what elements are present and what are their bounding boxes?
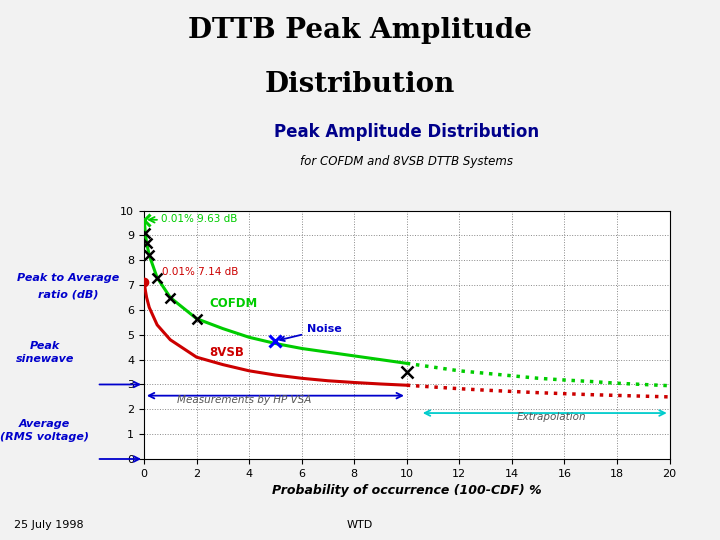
Text: DTTB Peak Amplitude: DTTB Peak Amplitude (188, 17, 532, 44)
Text: Peak: Peak (30, 341, 60, 350)
Text: 0.01% 7.14 dB: 0.01% 7.14 dB (163, 267, 239, 277)
Text: Peak Amplitude Distribution: Peak Amplitude Distribution (274, 123, 539, 141)
Text: Extrapolation: Extrapolation (516, 413, 586, 422)
Text: 25 July 1998: 25 July 1998 (14, 520, 84, 530)
Text: COFDM: COFDM (210, 298, 258, 310)
Text: WTD: WTD (347, 520, 373, 530)
Text: sinewave: sinewave (15, 354, 74, 364)
Text: for COFDM and 8VSB DTTB Systems: for COFDM and 8VSB DTTB Systems (300, 156, 513, 168)
Text: Distribution: Distribution (265, 71, 455, 98)
Text: 8VSB: 8VSB (210, 346, 245, 359)
Text: ratio (dB): ratio (dB) (38, 289, 99, 299)
Text: Measurements by HP VSA: Measurements by HP VSA (176, 395, 311, 405)
Text: Peak to Average: Peak to Average (17, 273, 120, 283)
Text: Noise: Noise (280, 325, 342, 341)
X-axis label: Probability of occurrence (100-CDF) %: Probability of occurrence (100-CDF) % (272, 484, 541, 497)
Text: (RMS voltage): (RMS voltage) (0, 433, 89, 442)
Text: Average: Average (19, 419, 71, 429)
Text: 0.01% 9.63 dB: 0.01% 9.63 dB (161, 214, 238, 224)
